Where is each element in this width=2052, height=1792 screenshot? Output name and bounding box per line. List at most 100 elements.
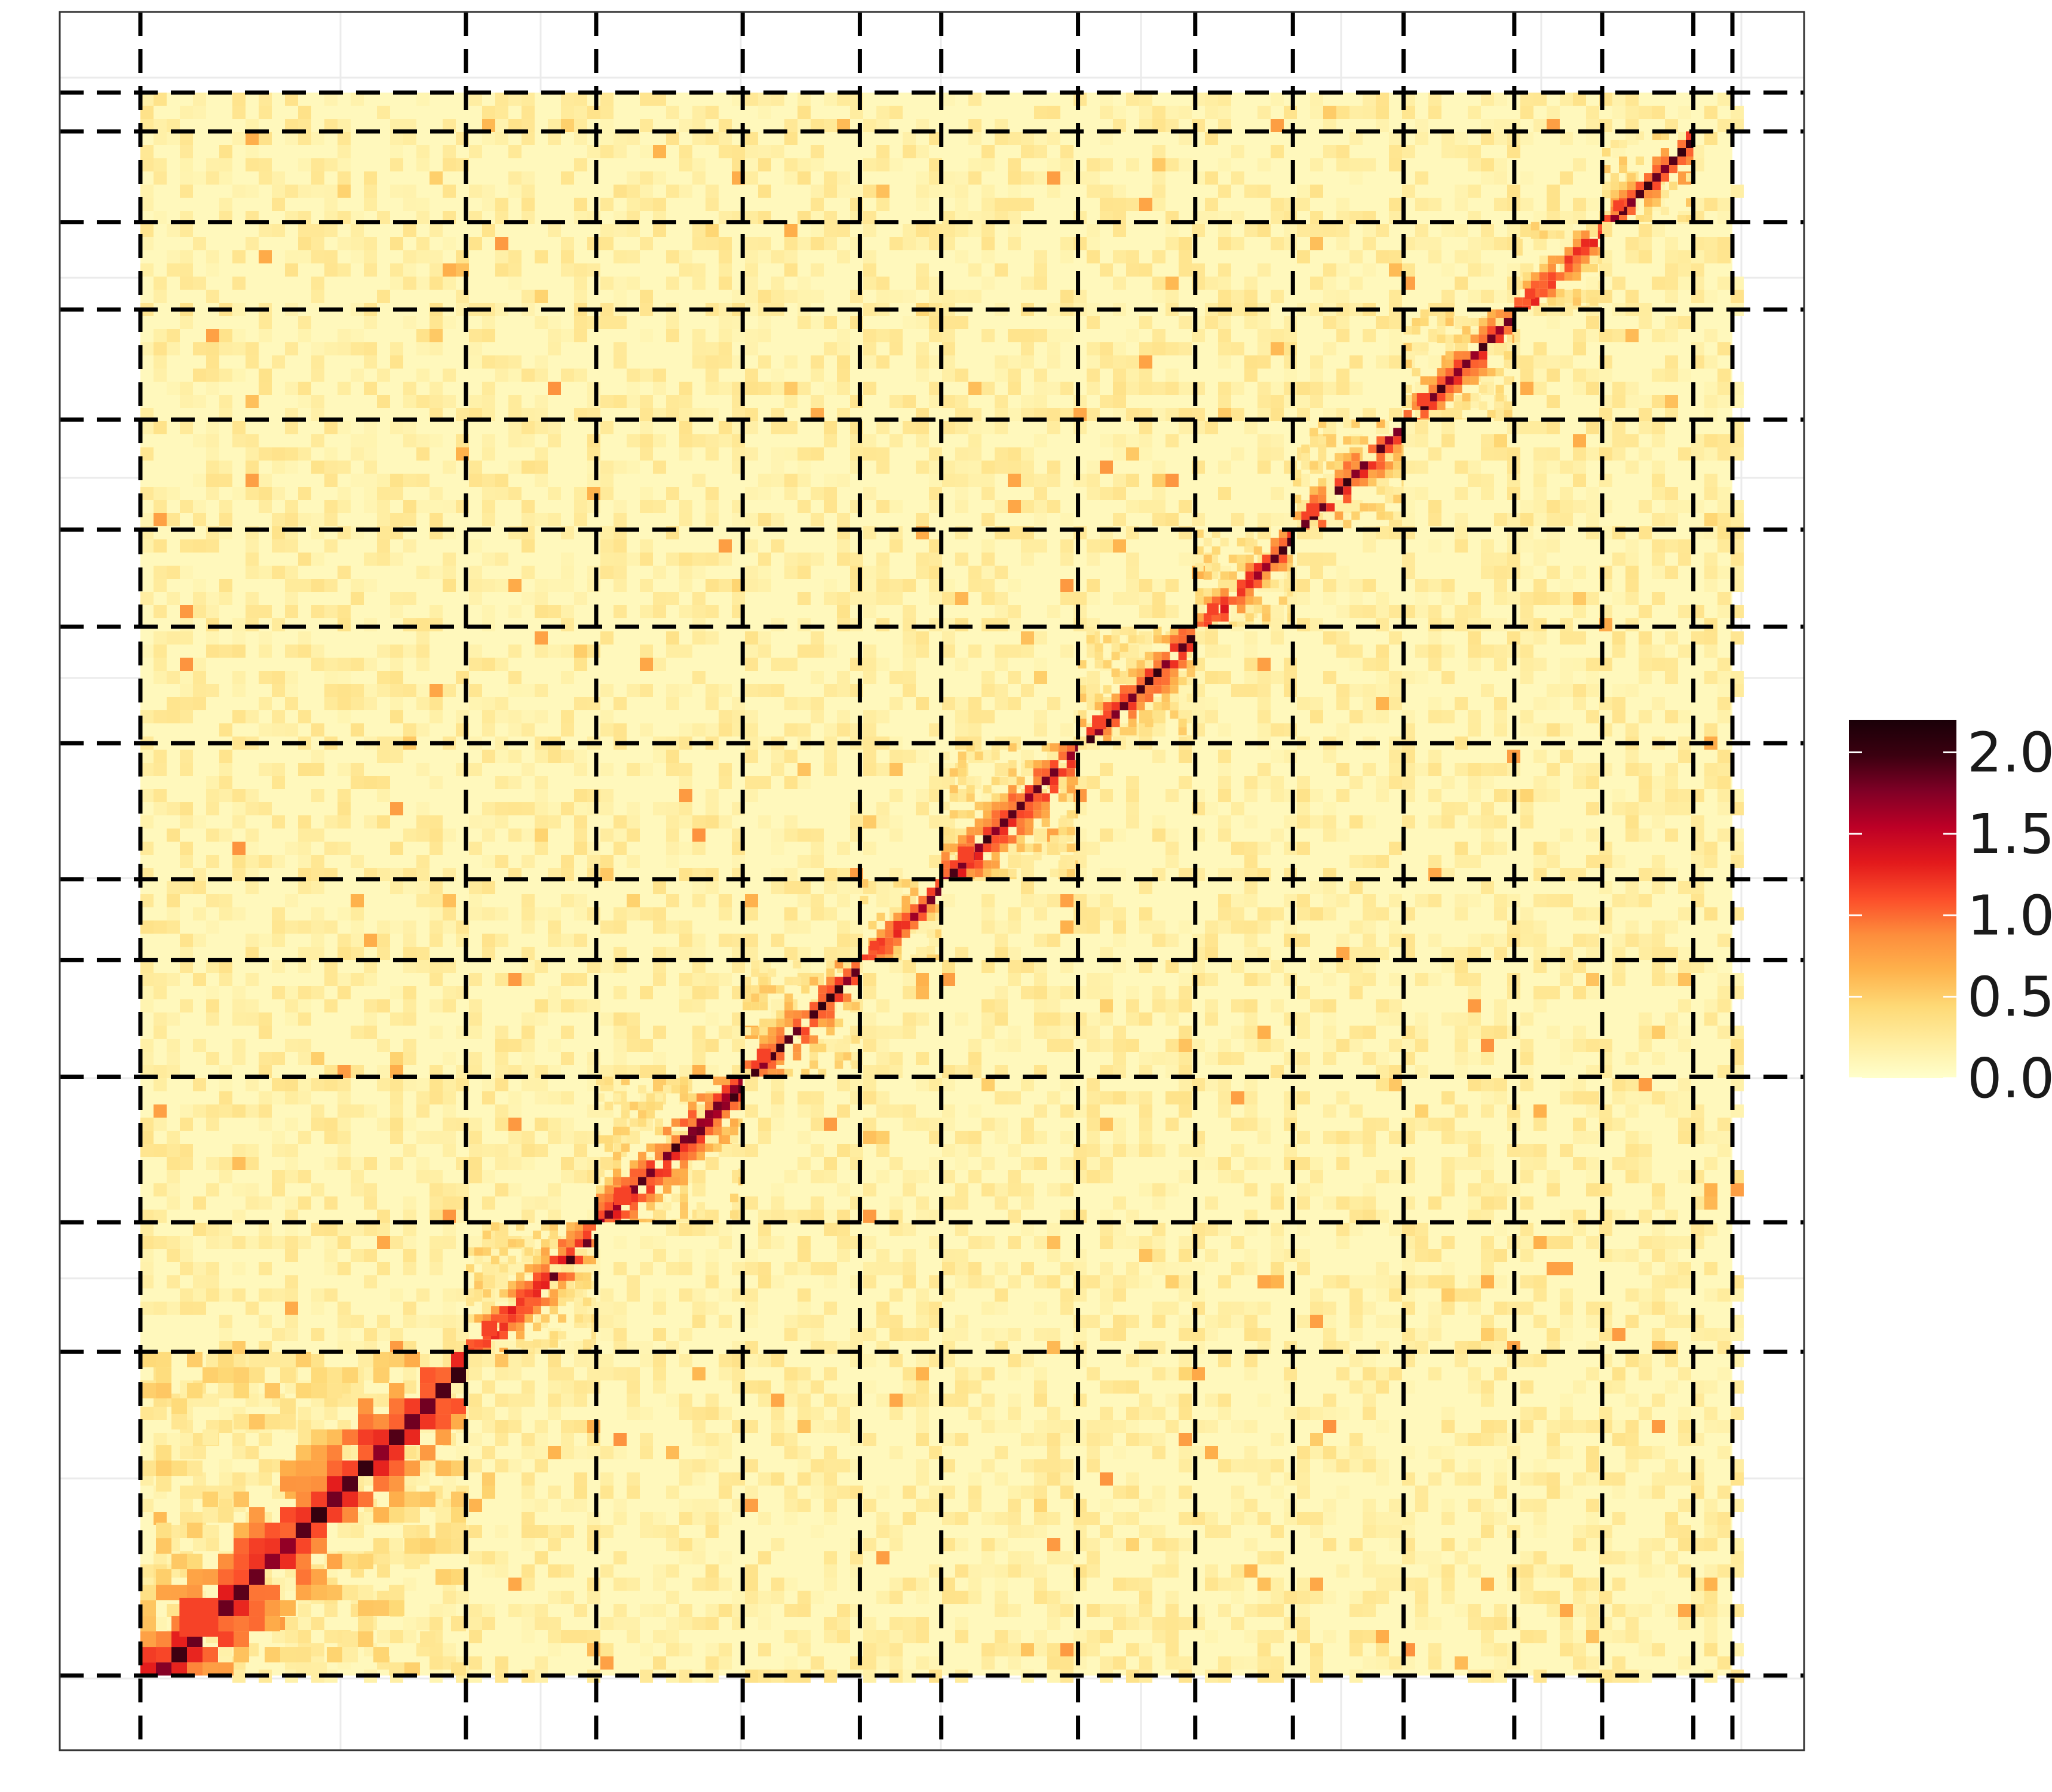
heatmap-cell [1087, 1643, 1100, 1656]
heatmap-cell [259, 1091, 272, 1104]
heatmap-cell [706, 369, 719, 382]
heatmap-cell [824, 1564, 837, 1578]
heatmap-cell [1126, 1091, 1139, 1104]
heatmap-cell [1047, 1039, 1060, 1052]
heatmap-cell [784, 658, 798, 671]
heatmap-cell [1310, 1157, 1323, 1170]
heatmap-cell [219, 763, 232, 776]
heatmap-cell [1297, 1026, 1310, 1039]
heatmap-cell [706, 198, 719, 211]
heatmap-cell [614, 316, 627, 329]
heatmap-cell [1323, 881, 1336, 894]
heatmap-cell [771, 934, 784, 947]
heatmap-cell [482, 487, 495, 500]
heatmap-cell [955, 697, 968, 710]
heatmap-cell [981, 710, 995, 723]
heatmap-cell [1139, 500, 1152, 513]
heatmap-cell [1034, 671, 1047, 684]
heatmap-cell [824, 1630, 837, 1643]
heatmap-cell [167, 1433, 180, 1446]
heatmap-cell [876, 881, 889, 894]
heatmap-cell [482, 710, 495, 723]
heatmap-cell [679, 776, 692, 789]
heatmap-cell [311, 829, 324, 842]
heatmap-cell [508, 263, 522, 277]
heatmap-cell [1100, 986, 1113, 999]
heatmap-cell [600, 198, 614, 211]
heatmap-cell [1100, 158, 1113, 171]
heatmap-cell [482, 723, 495, 737]
heatmap-cell [232, 1104, 246, 1118]
heatmap-cell [784, 815, 798, 829]
heatmap-cell [495, 303, 508, 316]
heatmap-cell [784, 421, 798, 434]
heatmap-cell [338, 382, 351, 395]
heatmap-cell [824, 763, 837, 776]
heatmap-cell [706, 382, 719, 395]
heatmap-cell [535, 645, 548, 658]
heatmap-cell [653, 658, 666, 671]
heatmap-cell [837, 1407, 850, 1420]
heatmap-cell [758, 329, 771, 342]
heatmap-cell [1165, 960, 1179, 973]
heatmap-cell [745, 894, 758, 907]
heatmap-cell [587, 1420, 600, 1433]
heatmap-cell [784, 263, 798, 277]
heatmap-cell [482, 1196, 495, 1210]
heatmap-cell [955, 1433, 968, 1446]
heatmap-cell [430, 1354, 443, 1367]
heatmap-cell [206, 290, 219, 303]
heatmap-cell [1021, 500, 1034, 513]
heatmap-cell [1008, 1604, 1021, 1617]
heatmap-cell [1060, 645, 1073, 658]
heatmap-cell [272, 566, 285, 579]
heatmap-cell [232, 369, 246, 382]
heatmap-cell [561, 93, 574, 106]
heatmap-cell [1139, 355, 1152, 369]
heatmap-cell [482, 579, 495, 592]
heatmap-cell [916, 434, 929, 447]
heatmap-cell [324, 605, 338, 618]
heatmap-cell [745, 277, 758, 290]
heatmap-cell [1257, 106, 1271, 119]
heatmap-cell [1297, 1472, 1310, 1486]
heatmap-cell [1126, 1354, 1139, 1367]
heatmap-cell [824, 500, 837, 513]
heatmap-cell [548, 342, 561, 355]
heatmap-cell [955, 1131, 968, 1144]
heatmap-cell [1271, 198, 1284, 211]
heatmap-cell [508, 671, 522, 684]
heatmap-cell [232, 737, 246, 750]
heatmap-cell [1100, 1630, 1113, 1643]
heatmap-cell [771, 1196, 784, 1210]
heatmap-cell [1349, 986, 1363, 999]
heatmap-cell [745, 171, 758, 185]
heatmap-cell [377, 513, 390, 526]
heatmap-cell [929, 474, 942, 487]
heatmap-cell [1179, 920, 1192, 934]
heatmap-cell [180, 1486, 193, 1499]
heatmap-cell [1297, 1183, 1310, 1196]
heatmap-cell [955, 1617, 968, 1630]
heatmap-cell [416, 855, 430, 868]
heatmap-cell [416, 145, 430, 158]
heatmap-cell [876, 999, 889, 1012]
heatmap-cell [1087, 1170, 1100, 1183]
heatmap-cell [1113, 447, 1126, 461]
heatmap-cell [1152, 198, 1165, 211]
heatmap-cell [955, 250, 968, 263]
heatmap-cell [311, 579, 324, 592]
heatmap-cell [1087, 408, 1100, 421]
heatmap-cell [587, 907, 600, 920]
heatmap-cell [955, 474, 968, 487]
heatmap-cell [745, 539, 758, 553]
heatmap-cell [1323, 750, 1336, 763]
heatmap-cell [219, 960, 232, 973]
heatmap-cell [719, 539, 732, 553]
heatmap-cell [430, 1170, 443, 1183]
heatmap-cell [981, 513, 995, 526]
heatmap-cell [798, 316, 811, 329]
heatmap-cell [324, 579, 338, 592]
heatmap-cell [1152, 1196, 1165, 1210]
heatmap-cell [351, 342, 364, 355]
